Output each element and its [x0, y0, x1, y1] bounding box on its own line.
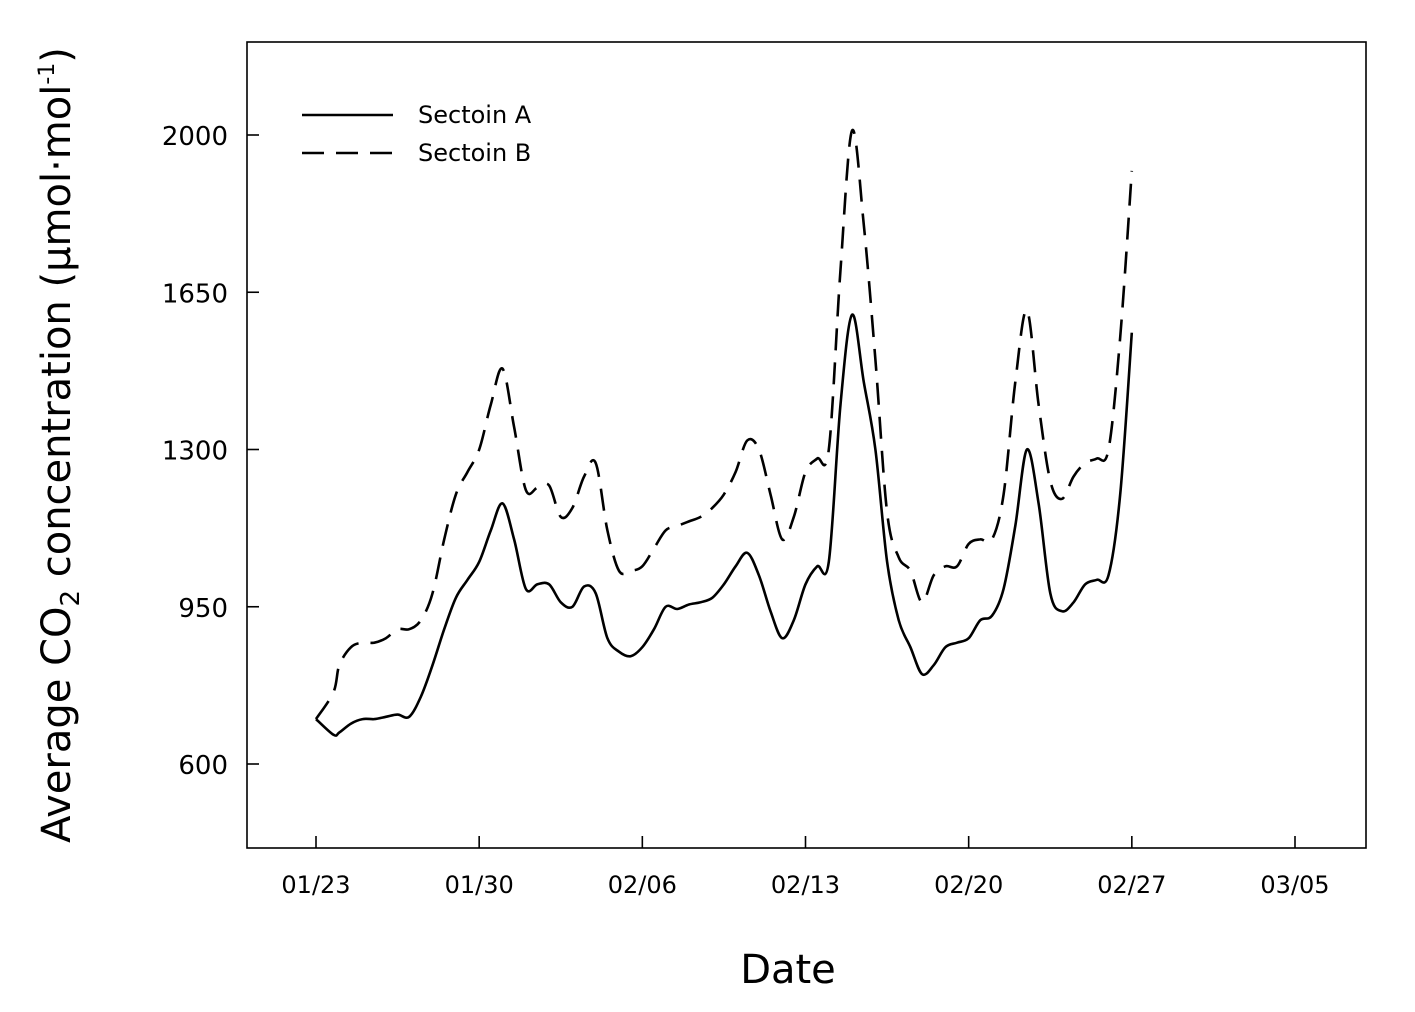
- x-axis-ticks: 01/23 01/30 02/06 02/13 02/20 02/27 03/05: [281, 836, 1330, 899]
- x-tick-label: 02/06: [608, 871, 677, 899]
- y-tick-label: 600: [178, 751, 228, 781]
- x-axis-title: Date: [740, 947, 836, 993]
- x-tick-label: 01/30: [445, 871, 514, 899]
- y-tick-label: 1300: [162, 437, 228, 467]
- x-tick-label: 03/05: [1260, 871, 1329, 899]
- y-tick-label: 1650: [162, 279, 228, 309]
- series-line-section-a: [315, 313, 1134, 737]
- x-tick-label: 02/13: [771, 871, 840, 899]
- x-tick-label: 01/23: [281, 871, 350, 899]
- y-axis-title: Average CO2 concentration (μmol·mol-1): [34, 47, 86, 843]
- y-tick-label: 950: [178, 594, 228, 624]
- plot-frame: [246, 41, 1367, 849]
- x-tick-label: 02/27: [1097, 871, 1166, 899]
- series-layer: [314, 128, 1134, 737]
- legend-label-section-b: Sectoin B: [418, 139, 531, 167]
- legend: Sectoin A Sectoin B: [302, 101, 532, 167]
- y-axis-ticks: 600 950 1300 1650 2000: [162, 122, 259, 781]
- series-line-section-b: [314, 128, 1134, 720]
- x-tick-label: 02/20: [934, 871, 1003, 899]
- y-tick-label: 2000: [162, 122, 228, 152]
- legend-label-section-a: Sectoin A: [418, 101, 532, 129]
